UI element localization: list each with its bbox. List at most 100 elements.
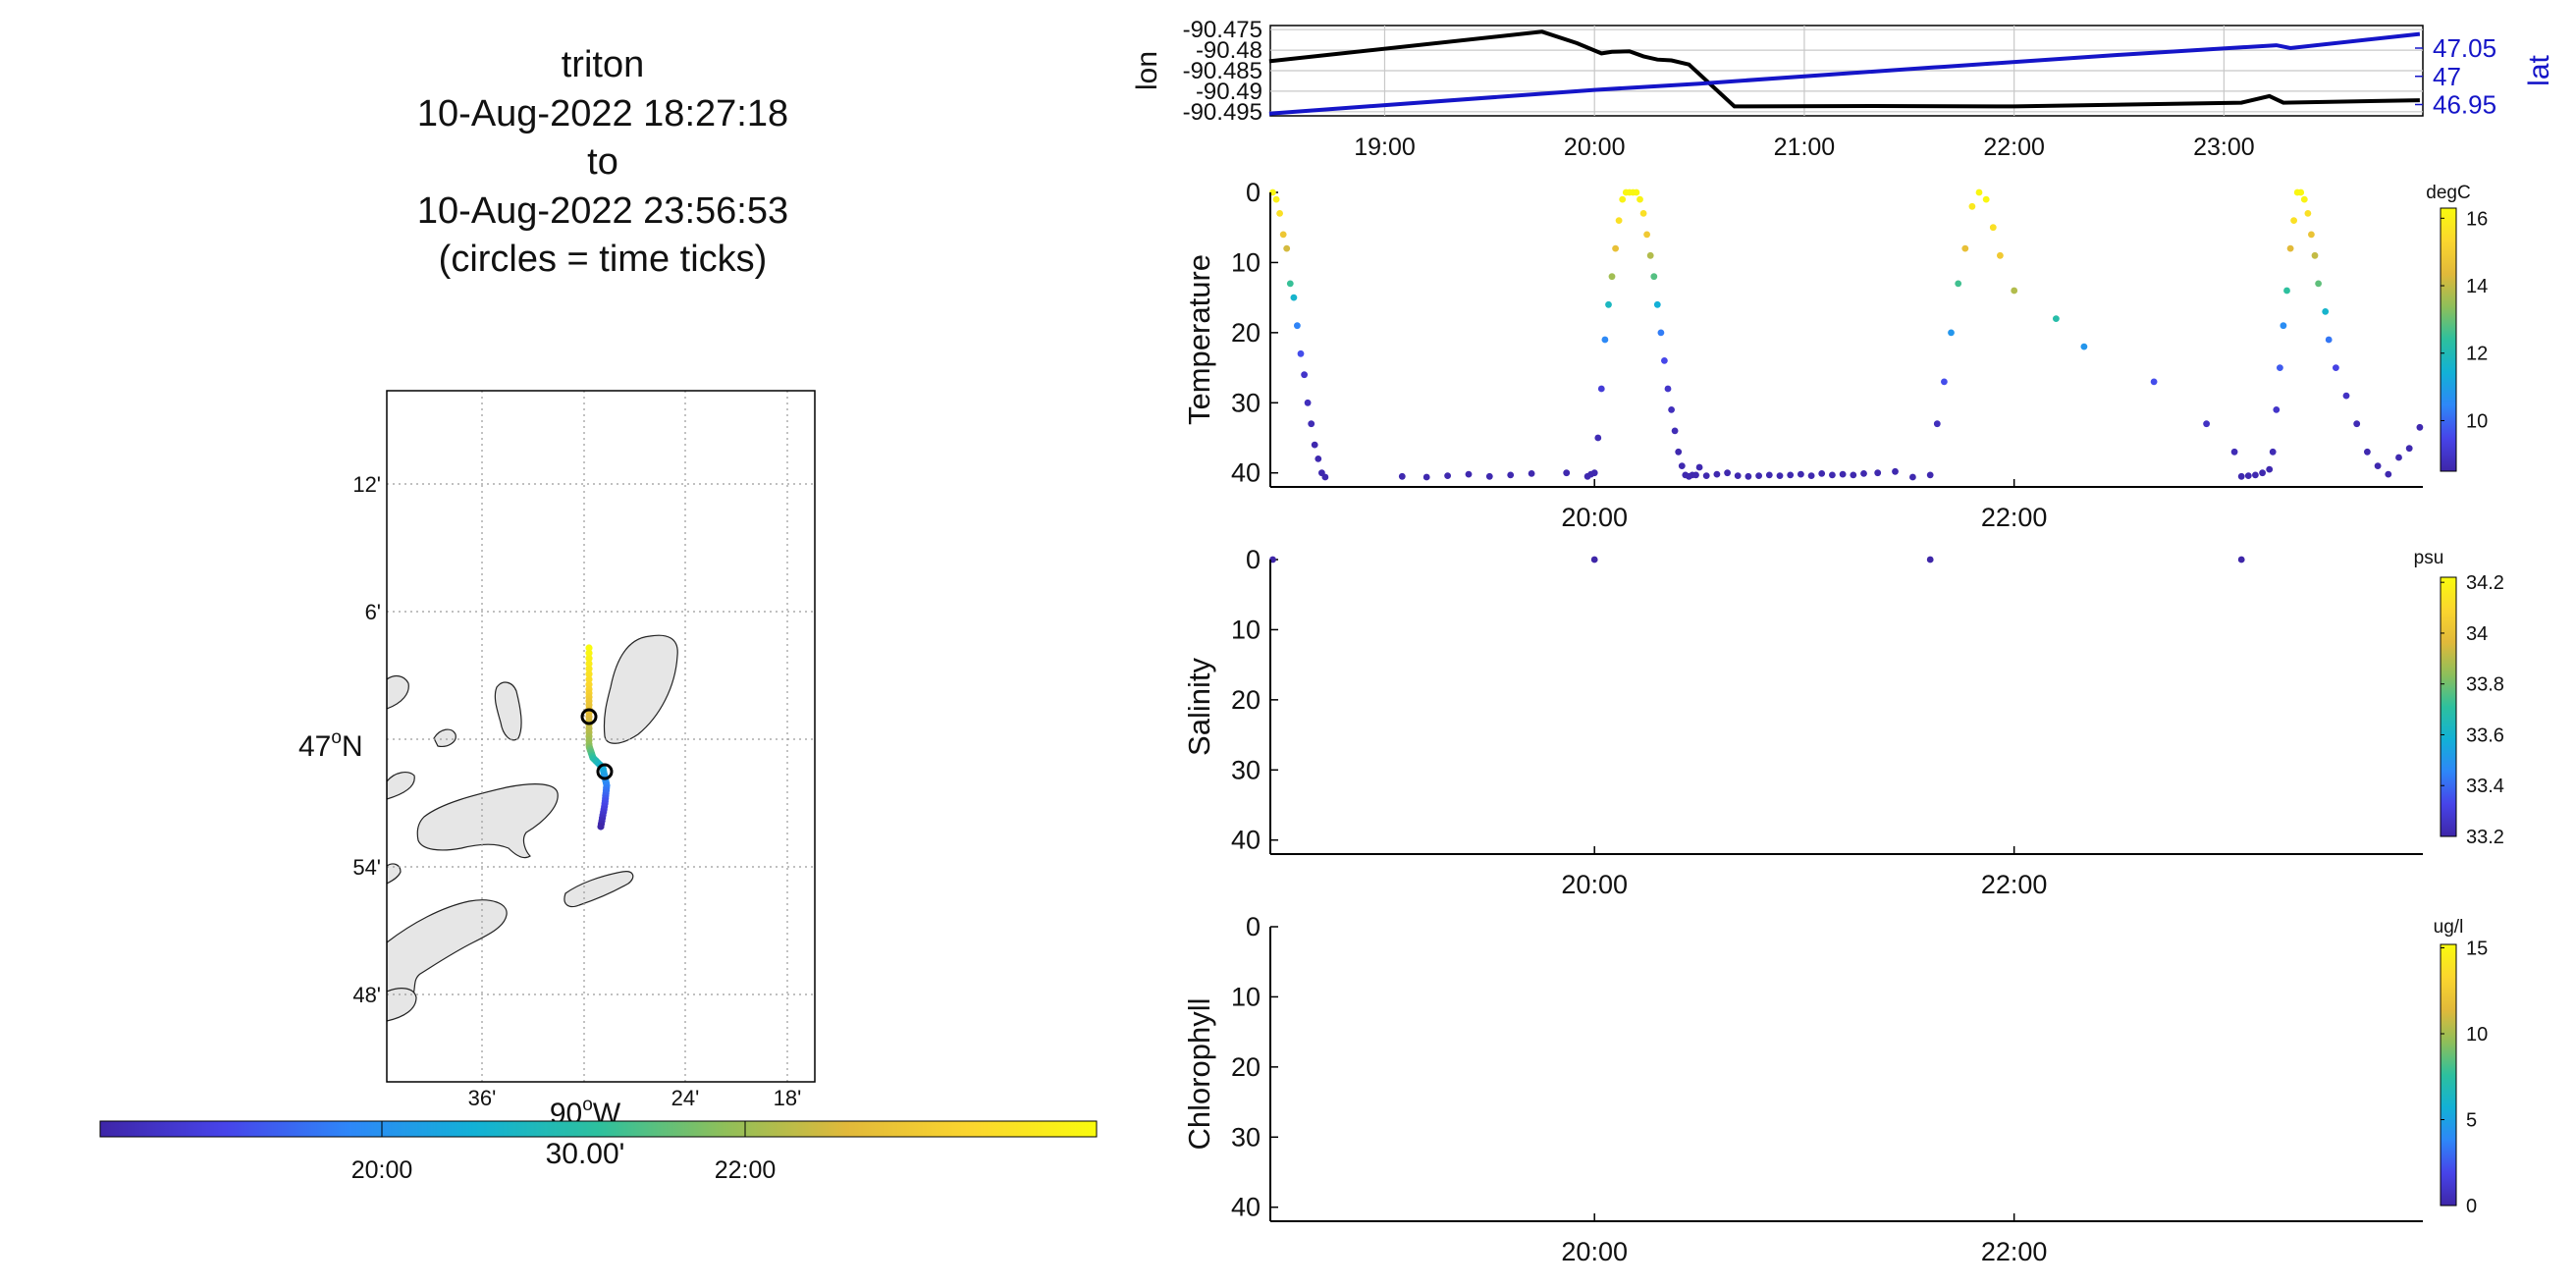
depth-tick-label: 30 (1231, 388, 1261, 417)
track-point (585, 649, 593, 657)
data-point (1301, 371, 1308, 379)
data-point (1594, 434, 1602, 442)
depth-tick-label: 0 (1246, 545, 1261, 574)
data-point (1507, 471, 1515, 479)
data-point (1643, 231, 1650, 239)
time-tick-label: 22:00 (1981, 503, 2048, 532)
data-point (2290, 217, 2298, 225)
temperature-colorbar-unit: degC (2426, 183, 2470, 203)
data-point (1724, 469, 1731, 477)
depth-tick-label: 20 (1231, 685, 1261, 715)
data-point (2244, 472, 2252, 479)
lon-tick-label: -90.49 (1196, 79, 1262, 105)
data-point (1290, 294, 1298, 301)
data-point (1272, 195, 1280, 203)
data-point (1308, 420, 1315, 428)
lon-tick-36: 36' (468, 1086, 497, 1110)
lon-axis-label: lon (1131, 51, 1163, 90)
chlorophyll-colorbar-unit: ug/l (2434, 917, 2464, 938)
data-point (1528, 470, 1535, 477)
data-point (2269, 448, 2277, 456)
data-point (1422, 473, 1430, 481)
lon-sub-label: 30.00' (546, 1138, 625, 1170)
data-point (1989, 224, 1997, 232)
data-point (2322, 308, 2330, 315)
lat-tick-label: 47.05 (2433, 33, 2496, 63)
data-point (1605, 300, 1612, 308)
temperature-points (1269, 188, 2424, 481)
salinity-axis-label: Salinity (1182, 658, 1216, 756)
colorbar-tick-label: 33.4 (2466, 776, 2504, 797)
depth-tick-label: 30 (1231, 755, 1261, 784)
data-point (2011, 287, 2018, 295)
data-point (1615, 217, 1623, 225)
data-point (2286, 244, 2294, 252)
title-block: triton 10-Aug-2022 18:27:18 to 10-Aug-20… (417, 44, 788, 280)
data-point (1948, 329, 1955, 337)
lat-tick-6: 6' (365, 600, 381, 624)
data-point (1695, 463, 1703, 471)
data-point (2395, 454, 2402, 461)
data-point (1637, 195, 1643, 203)
colorbar-tick-label: 10 (2466, 410, 2488, 432)
time-tick-label: 22:00 (1981, 870, 2048, 899)
time-tick-label: 20:00 (1561, 870, 1628, 899)
data-point (2416, 423, 2424, 431)
data-point (2252, 471, 2259, 479)
data-point (1590, 469, 1598, 477)
time-colorbar-bar (99, 1120, 1098, 1138)
map-lat-ticks: 12' 6' 54' 48' (352, 472, 381, 1007)
data-point (2300, 195, 2308, 203)
map-frame (386, 390, 816, 1083)
data-point (2150, 378, 2158, 386)
title-start-time: 10-Aug-2022 18:27:18 (417, 93, 788, 134)
data-point (1279, 231, 1287, 239)
data-point (2283, 287, 2290, 295)
position-gridlines (1270, 26, 2423, 116)
data-point (1975, 188, 1983, 196)
data-point (1601, 336, 1609, 344)
data-point (1311, 441, 1318, 449)
data-point (2333, 364, 2339, 371)
position-x-tick-label: 20:00 (1564, 134, 1626, 161)
data-point (1798, 470, 1804, 478)
position-x-tick-label: 22:00 (1983, 134, 2045, 161)
track-point (597, 823, 605, 831)
colorbar-tick-label: 34.2 (2466, 572, 2504, 594)
depth-tick-label: 10 (1231, 615, 1261, 644)
data-point (1661, 357, 1668, 364)
data-point (2277, 364, 2283, 371)
title-end-time: 10-Aug-2022 23:56:53 (417, 190, 788, 232)
data-point (2280, 322, 2287, 330)
island-south (387, 988, 417, 1022)
island-small-north (494, 681, 522, 741)
depth-tick-label: 30 (1231, 1122, 1261, 1152)
depth-tick-label: 10 (1231, 982, 1261, 1011)
data-point (2311, 251, 2319, 259)
data-point (1650, 273, 1658, 281)
data-point (2237, 556, 2245, 564)
data-point (1485, 472, 1493, 480)
lat-tick-54: 54' (352, 855, 381, 880)
depth-tick-label: 0 (1246, 912, 1261, 941)
position-ticks: 19:00 20:00 21:00 22:00 23:00-90.475-90.48-9… (1183, 17, 2496, 161)
colorbar-tick-label: 33.2 (2466, 827, 2504, 848)
chlorophyll-colorbar-ticks: 0 5 10 15 (2441, 939, 2488, 1217)
data-point (2353, 420, 2361, 428)
data-point (1297, 349, 1305, 357)
chlorophyll-colorbar (2440, 943, 2457, 1207)
time-tick-circle-21 (596, 763, 614, 780)
map-track (585, 644, 611, 831)
data-point (1321, 473, 1329, 481)
lat-tick-label: 46.95 (2433, 90, 2496, 120)
data-point (2273, 406, 2281, 413)
time-tick-label: 20:00 (1561, 503, 1628, 532)
data-point (1465, 470, 1473, 478)
lon-tick-label: -90.48 (1196, 37, 1262, 64)
data-point (2297, 188, 2305, 196)
time-colorbar: 20:00 22:00 (99, 1120, 1098, 1184)
island-west-mid (387, 772, 415, 800)
colorbar-tick-label: 0 (2466, 1196, 2477, 1217)
